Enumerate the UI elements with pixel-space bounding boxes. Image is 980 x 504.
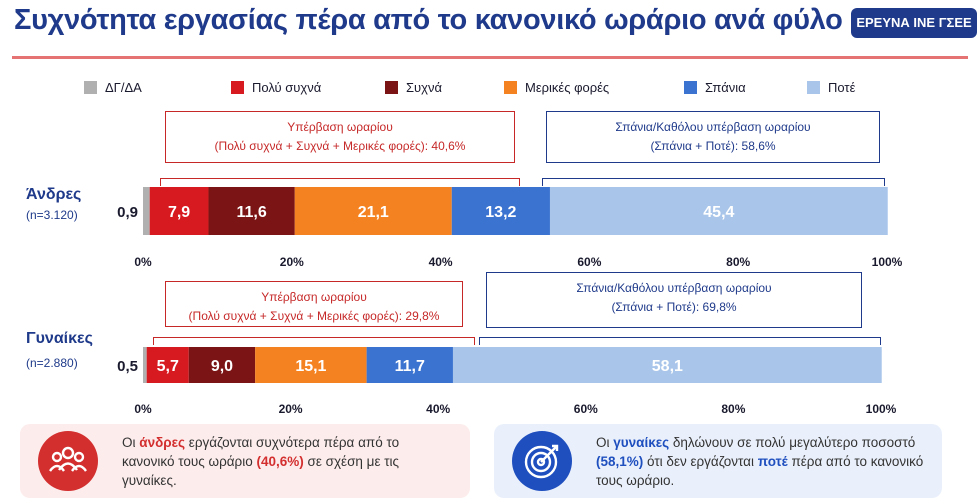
women-bar-segment [452,347,882,383]
women-x-tick-label: 100% [866,402,897,416]
men-bar-value-label: 21,1 [358,204,389,221]
source-badge: ΕΡΕΥΝΑ ΙΝΕ ΓΣΕΕ [851,8,977,38]
women-bar-value-label: 11,7 [395,358,425,375]
legend-label: ΔΓ/ΔΑ [105,80,142,95]
men-overtime-box: Υπέρβαση ωραρίου (Πολύ συχνά + Συχνά + Μ… [165,111,515,163]
women-bar-value-label: 0,5 [117,358,138,375]
women-never-highlight: ποτέ [757,454,788,469]
women-bar-segment [146,347,189,383]
men-bar-value-label: 45,4 [703,204,734,221]
legend-label: Πολύ συχνά [252,80,322,95]
women-x-tick-label: 0% [134,402,152,416]
men-x-tick-label: 0% [134,255,152,269]
men-x-tick-label: 60% [577,255,601,269]
women-x-tick-label: 20% [279,402,303,416]
men-overtime-title: Υπέρβαση ωραρίου [287,120,393,134]
women-bar-segment [366,347,453,383]
men-x-tick-label: 40% [429,255,453,269]
men-x-tick-label: 20% [280,255,304,269]
women-bar-segment [188,347,256,383]
men-bar-value-label: 7,9 [168,204,190,221]
women-highlight: γυναίκες [613,435,670,450]
men-bar-value-label: 11,6 [236,204,266,221]
legend-item-sometimes: Μερικές φορές [504,80,609,95]
men-bar-segment [208,187,295,235]
legend-item-never: Ποτέ [807,80,855,95]
women-no-overtime-title: Σπάνια/Καθόλου υπέρβαση ωραρίου [576,281,772,295]
legend-swatch [231,81,244,94]
legend-label: Ποτέ [828,80,856,95]
legend-swatch [385,81,398,94]
men-bar-segment [294,187,452,235]
stacked-bar-chart: 0,9 7,9 11,6 21,1 13,2 45,4 0% 20% 40% 60% 80% 100%… [117,187,903,416]
women-callout: Οι γυναίκες δηλώνουν σε πολύ μεγαλύτερο … [494,424,942,498]
women-bar-segment [143,347,147,383]
legend-swatch [684,81,697,94]
women-no-overtime-detail: (Σπάνια + Ποτέ): 69,8% [611,300,737,314]
women-x-tick-label: 60% [574,402,598,416]
legend-label: Συχνά [406,80,442,95]
men-overtime-detail: (Πολύ συχνά + Συχνά + Μερικές φορές): 40… [214,139,466,153]
target-icon [512,431,572,491]
women-bar-segment [255,347,367,383]
women-overtime-brace [153,337,475,345]
women-no-overtime-brace [479,337,881,345]
legend-item-very-often: Πολύ συχνά [231,80,321,95]
women-percentage: (58,1%) [596,454,644,469]
men-bar-segment [149,187,209,235]
legend-item-often: Συχνά [385,80,442,95]
women-bar-value-label: 15,1 [295,358,326,375]
men-percentage: (40,6%) [256,454,304,469]
legend-label: Σπάνια [705,80,746,95]
men-no-overtime-title: Σπάνια/Καθόλου υπέρβαση ωραρίου [615,120,811,134]
title-divider [12,56,968,59]
women-overtime-detail: (Πολύ συχνά + Συχνά + Μερικές φορές): 29… [188,309,440,323]
men-callout: Οι άνδρες εργάζονται συχνότερα πέρα από … [20,424,470,498]
legend-item-dk: ΔΓ/ΔΑ [84,80,142,95]
men-no-overtime-detail: (Σπάνια + Ποτέ): 58,6% [650,139,776,153]
women-sample-size: (n=2.880) [26,356,78,370]
men-no-overtime-box: Σπάνια/Καθόλου υπέρβαση ωραρίου (Σπάνια … [546,111,880,163]
women-overtime-box: Υπέρβαση ωραρίου (Πολύ συχνά + Συχνά + Μ… [165,281,463,327]
women-label: Γυναίκες [26,330,93,347]
legend-swatch [807,81,820,94]
legend-label: Μερικές φορές [525,80,610,95]
men-highlight: άνδρες [139,435,186,450]
women-bar-value-label: 58,1 [652,358,683,375]
women-x-tick-label: 40% [426,402,450,416]
legend-item-rarely: Σπάνια [684,80,746,95]
men-callout-text: Οι άνδρες εργάζονται συχνότερα πέρα από … [122,435,400,488]
men-bar-segment [549,187,888,235]
legend-swatch [84,81,97,94]
men-overtime-brace [160,178,520,186]
women-overtime-title: Υπέρβαση ωραρίου [261,290,367,304]
women-bar-value-label: 5,7 [157,358,179,375]
women-bar-value-label: 9,0 [211,358,233,375]
women-callout-text: Οι γυναίκες δηλώνουν σε πολύ μεγαλύτερο … [596,435,924,488]
men-x-tick-label: 100% [872,255,903,269]
legend-swatch [504,81,517,94]
women-x-tick-label: 80% [721,402,745,416]
women-no-overtime-box: Σπάνια/Καθόλου υπέρβαση ωραρίου (Σπάνια … [486,272,862,328]
people-group-icon [38,431,98,491]
page-title: Συχνότητα εργασίας πέρα από το κανονικό … [14,4,843,36]
men-sample-size: (n=3.120) [26,208,78,222]
men-bar-value-label: 0,9 [117,204,138,221]
men-bar-value-label: 13,2 [485,204,516,221]
men-bar-segment [143,187,150,235]
men-bar-segment [451,187,550,235]
men-no-overtime-brace [542,178,885,186]
men-label: Άνδρες [26,186,82,203]
men-x-tick-label: 80% [726,255,750,269]
